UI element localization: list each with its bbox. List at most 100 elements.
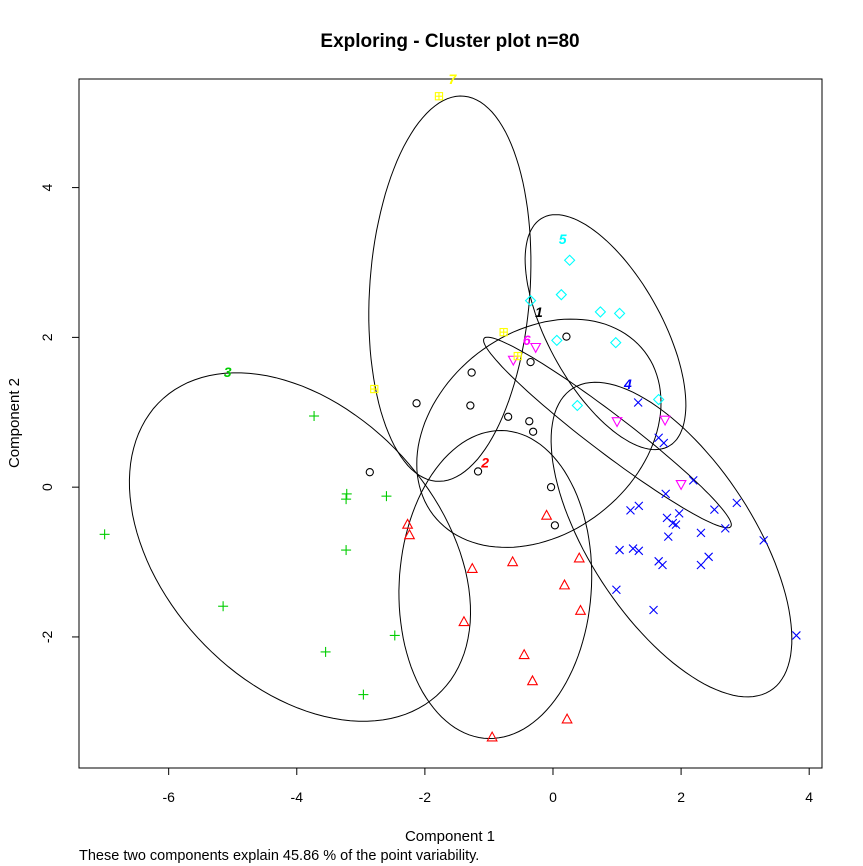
cluster-2-label: 2 [480, 455, 489, 471]
cluster-7-point [499, 327, 508, 337]
cluster-7-point [513, 351, 522, 361]
variability-note: These two components explain 45.86 % of … [79, 848, 479, 864]
cluster-2-ellipse [398, 429, 593, 740]
cluster-6-label: 6 [523, 332, 531, 348]
cluster-2-point [401, 518, 414, 529]
cluster-1-label: 1 [535, 304, 543, 320]
x-tick-label: 0 [549, 789, 557, 805]
cluster-4-point [688, 476, 698, 485]
cluster-6-point [659, 415, 671, 427]
cluster-5-point [563, 254, 576, 267]
cluster-7-ellipse [368, 95, 532, 482]
cluster-7-point [370, 384, 379, 394]
cluster-4-point [661, 489, 671, 499]
cluster-5-point [551, 334, 563, 347]
cluster-2-point [558, 578, 571, 590]
cluster-1-point [562, 332, 571, 341]
cluster-2-point [486, 730, 498, 742]
cluster-3-point [218, 601, 229, 612]
y-axis: -2 0 2 4 [39, 183, 80, 644]
cluster-5-point [524, 294, 537, 307]
cluster-5-point [594, 306, 607, 318]
cluster-4-point [759, 535, 769, 545]
cluster-2-point [540, 509, 553, 520]
y-tick-label: 0 [39, 483, 55, 491]
cluster-6-point [611, 417, 623, 428]
x-tick-label: 2 [677, 789, 685, 805]
cluster-4-point [696, 560, 706, 570]
x-tick-label: -6 [162, 789, 175, 805]
cluster-1-point [467, 368, 476, 377]
cluster-3-ellipse [128, 372, 472, 722]
cluster-4-point [720, 523, 730, 533]
y-axis-label: Component 2 [6, 378, 23, 468]
cluster-3-point [381, 491, 392, 502]
cluster-4-point [668, 518, 678, 528]
cluster-4-point [732, 498, 742, 508]
cluster-4-point [633, 398, 643, 407]
cluster-3-point [341, 488, 352, 499]
cluster-4-point [659, 438, 669, 448]
cluster-4-point [634, 501, 644, 511]
cluster-5-point [609, 336, 622, 349]
cluster-5-point [555, 288, 568, 301]
y-tick-label: -2 [39, 631, 55, 644]
cluster-2-point [506, 555, 519, 567]
cluster-1-point [466, 401, 475, 410]
cluster-5-label: 5 [559, 231, 567, 247]
cluster-4-point [658, 560, 667, 570]
cluster-2-point [526, 674, 539, 686]
cluster-1-ellipse [416, 318, 662, 548]
x-tick-label: -2 [419, 789, 432, 805]
cluster-4-point [634, 546, 644, 556]
cluster-3-point [341, 545, 352, 556]
cluster-5-point [652, 393, 665, 406]
cluster-2-point [574, 604, 587, 615]
cluster-4-ellipse [550, 381, 793, 698]
chart-title: Exploring - Cluster plot n=80 [320, 31, 579, 52]
cluster-1-point [550, 521, 560, 530]
cluster-4-point [612, 585, 621, 595]
cluster-4-point [791, 631, 801, 640]
cluster-4-point [710, 505, 719, 515]
cluster-3-point [358, 689, 369, 700]
cluster-6-point [675, 480, 687, 491]
y-tick-label: 4 [39, 183, 55, 191]
cluster-1-point [526, 357, 535, 367]
cluster-1-point [528, 427, 538, 436]
cluster-points [99, 92, 801, 742]
cluster-2-point [466, 562, 479, 573]
cluster-6-point [507, 355, 519, 367]
cluster-2-point [561, 712, 573, 724]
cluster-2-point [573, 551, 585, 563]
cluster-7-label: 7 [449, 71, 458, 87]
cluster-1-point [473, 467, 483, 476]
cluster-4-point [704, 552, 714, 562]
cluster-6-point [529, 342, 542, 354]
cluster-1-point [546, 483, 556, 492]
x-axis-label: Component 1 [405, 828, 495, 845]
cluster-7-point [434, 92, 444, 101]
plot-frame [78, 78, 823, 769]
cluster-4-label: 4 [623, 376, 632, 392]
cluster-3-point [389, 630, 400, 641]
cluster-2-point [403, 528, 416, 540]
x-tick-label: -4 [291, 789, 304, 805]
cluster-5-point [571, 399, 584, 412]
cluster-5-point [613, 307, 626, 320]
cluster-4-point [696, 528, 706, 538]
x-tick-label: 4 [805, 789, 813, 805]
cluster-4-point [663, 532, 673, 541]
cluster-labels: 1 2 3 4 5 6 7 [224, 71, 632, 470]
cluster-4-point [628, 544, 638, 553]
y-tick-label: 2 [39, 333, 55, 341]
cluster-4-point [626, 505, 635, 515]
cluster-4-point [649, 605, 658, 615]
cluster-3-point [309, 411, 320, 422]
cluster-3-label: 3 [224, 364, 232, 380]
cluster-1-point [412, 399, 421, 408]
cluster-3-point [99, 529, 110, 540]
cluster-3-point [341, 494, 352, 505]
cluster-4-point [671, 520, 681, 529]
